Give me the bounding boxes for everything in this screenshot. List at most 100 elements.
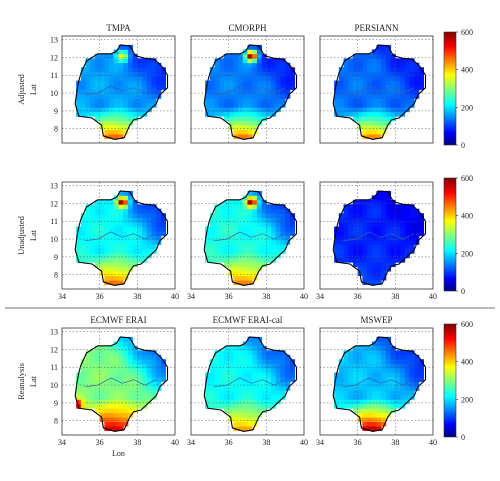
heatmap-cell [76,235,82,241]
heatmap-cell [376,71,382,77]
heatmap-cell [256,345,263,351]
heatmap-cell [395,58,401,64]
heatmap-cell [352,385,359,391]
heatmap-cell [256,208,263,214]
heatmap-cell [285,226,291,232]
heatmap-cell [334,231,340,236]
heatmap-cell [285,208,291,214]
heatmap-cell [132,107,138,113]
heatmap-cell [266,213,272,219]
heatmap-cell [348,217,354,223]
axes-frame [190,181,305,290]
heatmap-cell [228,248,234,254]
heatmap-cell [223,363,230,369]
heatmap-cell [371,421,377,427]
heatmap-cell [409,85,415,90]
colorbar-gradient [443,177,457,292]
heatmap-cell [371,116,377,122]
heatmap-cell [85,67,91,73]
heatmap-cell [256,350,263,356]
heatmap-cell [127,204,134,210]
heatmap-cell [247,62,253,68]
heatmap-cell [233,89,239,95]
heatmap-cell [99,248,105,254]
heatmap-cell [343,80,349,86]
heatmap-cell [219,354,225,360]
basin-boundary [203,44,298,140]
heatmap-cell [113,372,119,378]
heatmap-cell [123,102,129,108]
heatmap-cell [271,372,277,378]
heatmap-cell [109,67,115,73]
heatmap-cell [367,58,373,64]
heatmap-cell [109,125,115,131]
heatmap-cell [343,235,349,241]
heatmap-cell [223,217,230,223]
heatmap-cell [80,217,86,223]
heatmap-cell [381,354,387,360]
heatmap-cell [99,239,105,245]
x-tick-label: 36 [96,438,104,447]
heatmap-cell [233,222,239,227]
heatmap-cell [123,262,129,268]
heatmap-cell [242,85,248,90]
heatmap-cell [271,89,277,95]
heatmap-cell [376,89,382,95]
heatmap-cell [343,213,349,219]
heatmap-cell [123,85,129,90]
heatmap-cell [151,372,157,378]
heatmap-cell [371,235,377,241]
heatmap-cell [385,385,392,391]
heatmap-cell [228,399,234,405]
heatmap-cell [113,116,119,122]
heatmap-cell [414,67,420,73]
heatmap-cell [362,390,368,396]
heatmap-cell [151,89,157,95]
heatmap-cell [233,76,239,81]
heatmap-cell [275,385,281,391]
heatmap-cell [238,262,244,268]
heatmap-cell [256,363,263,369]
heatmap-cell [99,394,105,400]
heatmap-cell [275,213,281,219]
heatmap-cell [80,372,86,378]
heatmap-cell [104,385,110,391]
heatmap-cell [94,372,101,378]
heatmap-cell [146,102,152,108]
heatmap-cell [242,421,248,427]
heatmap-cell [123,381,129,387]
heatmap-cell [400,80,406,86]
heatmap-cell [238,89,244,95]
heatmap-cell [146,85,152,90]
y-tick-label: 10 [50,89,58,98]
heatmap-cell [252,381,258,387]
heatmap-cell [132,239,138,245]
heatmap-cell [219,257,225,263]
heatmap-cell [205,390,211,396]
heatmap-cell [151,93,157,99]
heatmap-cell [242,204,248,210]
heatmap-cell [247,53,253,59]
heatmap-cell [219,350,225,356]
heatmap-cell [400,368,406,373]
heatmap-cell [400,372,406,378]
heatmap-cell [80,67,86,73]
heatmap-cell [223,53,230,59]
heatmap-cell [357,76,363,81]
heatmap-cell [142,76,148,81]
heatmap-cell [104,253,110,259]
heatmap-cell [242,394,248,400]
heatmap-cell [367,359,373,365]
heatmap-cell [400,231,406,236]
heatmap-cell [127,262,134,268]
heatmap-cell [271,239,277,245]
heatmap-cell [142,222,148,227]
heatmap-cell [156,222,162,227]
heatmap-cell [367,248,373,254]
heatmap-cell [118,134,124,139]
heatmap-cell [334,399,340,405]
heatmap-cell [104,399,110,405]
